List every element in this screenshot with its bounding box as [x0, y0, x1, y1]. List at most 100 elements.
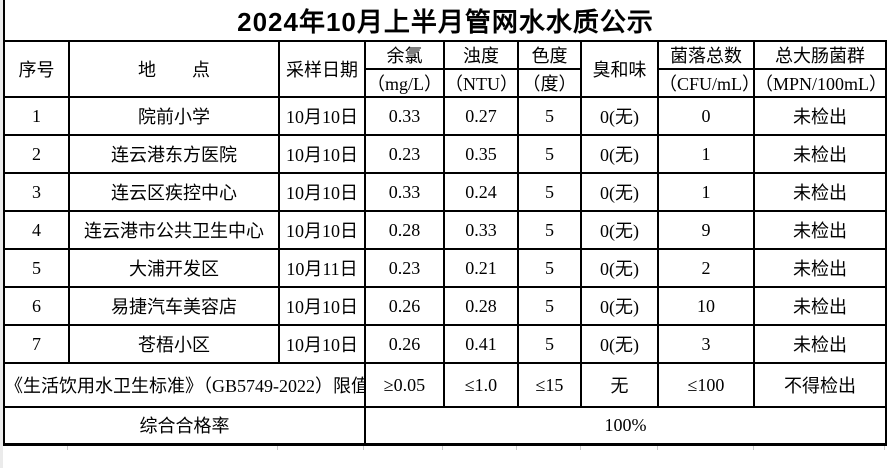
coliform-cell: 未检出 — [753, 134, 887, 174]
chlorine-cell: 0.33 — [364, 172, 445, 212]
header-seq-cell: 序号 — [3, 40, 70, 98]
coliform-cell: 未检出 — [753, 324, 887, 364]
odor-cell: 0(无) — [580, 134, 659, 174]
colony-cell: 2 — [657, 248, 755, 288]
location-cell: 苍梧小区 — [68, 324, 280, 364]
seq-cell: 6 — [3, 286, 70, 326]
header-coliform-unit-cell: （MPN/100mL） — [753, 68, 887, 98]
header-odor-cell: 臭和味 — [580, 40, 659, 98]
colony-cell: 9 — [657, 210, 755, 250]
coliform-cell: 未检出 — [753, 96, 887, 136]
header-turbidity-unit-cell: （NTU） — [443, 68, 519, 98]
chlorine-cell: 0.26 — [364, 286, 445, 326]
table-row: 7 苍梧小区 10月10日 0.26 0.41 5 0(无) 3 未检出 — [3, 324, 887, 364]
table-row: 2 连云港东方医院 10月10日 0.23 0.35 5 0(无) 1 未检出 — [3, 134, 887, 174]
color-cell: 5 — [517, 134, 582, 174]
color-cell: 5 — [517, 248, 582, 288]
standard-limits-row: 《生活饮用水卫生标准》（GB5749-2022）限值 ≥0.05 ≤1.0 ≤1… — [3, 362, 887, 408]
header-colony-unit-cell: （CFU/mL） — [657, 68, 755, 98]
header-color-cell: 色度 — [517, 40, 582, 70]
header-row-1: 序号 地 点 采样日期 余氯 浊度 色度 臭和味 菌落总数 总大肠菌群 — [3, 40, 887, 98]
seq-cell: 5 — [3, 248, 70, 288]
header-chlorine-cell: 余氯 — [364, 40, 445, 70]
header-date-cell: 采样日期 — [278, 40, 366, 98]
table-row: 4 连云港市公共卫生中心 10月10日 0.28 0.33 5 0(无) 9 未… — [3, 210, 887, 250]
colony-cell: 3 — [657, 324, 755, 364]
color-cell: 5 — [517, 172, 582, 212]
location-cell: 连云区疾控中心 — [68, 172, 280, 212]
pass-rate-row: 综合合格率 100% — [3, 406, 887, 445]
standard-limits-label: 《生活饮用水卫生标准》（GB5749-2022）限值 — [3, 362, 366, 408]
odor-cell: 0(无) — [580, 286, 659, 326]
limit-chlorine-cell: ≥0.05 — [364, 362, 445, 408]
pass-rate-value: 100% — [364, 406, 887, 445]
header-turbidity-cell: 浊度 — [443, 40, 519, 70]
odor-cell: 0(无) — [580, 324, 659, 364]
date-cell: 10月11日 — [278, 248, 366, 288]
limit-coliform-cell: 不得检出 — [753, 362, 887, 408]
header-coliform-cell: 总大肠菌群 — [753, 40, 887, 70]
colony-cell: 1 — [657, 134, 755, 174]
odor-cell: 0(无) — [580, 248, 659, 288]
coliform-cell: 未检出 — [753, 286, 887, 326]
odor-cell: 0(无) — [580, 210, 659, 250]
limit-color-cell: ≤15 — [517, 362, 582, 408]
limit-turbidity-cell: ≤1.0 — [443, 362, 519, 408]
turbidity-cell: 0.28 — [443, 286, 519, 326]
pass-rate-label: 综合合格率 — [3, 406, 366, 445]
header-colony-cell: 菌落总数 — [657, 40, 755, 70]
date-cell: 10月10日 — [278, 286, 366, 326]
seq-cell: 4 — [3, 210, 70, 250]
coliform-cell: 未检出 — [753, 210, 887, 250]
table-row: 6 易捷汽车美容店 10月10日 0.26 0.28 5 0(无) 10 未检出 — [3, 286, 887, 326]
chlorine-cell: 0.26 — [364, 324, 445, 364]
colony-cell: 1 — [657, 172, 755, 212]
turbidity-cell: 0.21 — [443, 248, 519, 288]
color-cell: 5 — [517, 286, 582, 326]
table-row: 1 院前小学 10月10日 0.33 0.27 5 0(无) 0 未检出 — [3, 96, 887, 136]
coliform-cell: 未检出 — [753, 172, 887, 212]
seq-cell: 7 — [3, 324, 70, 364]
header-chlorine-unit-cell: （mg/L） — [364, 68, 445, 98]
chlorine-cell: 0.23 — [364, 248, 445, 288]
color-cell: 5 — [517, 210, 582, 250]
turbidity-cell: 0.41 — [443, 324, 519, 364]
seq-cell: 2 — [3, 134, 70, 174]
date-cell: 10月10日 — [278, 210, 366, 250]
table-row: 5 大浦开发区 10月11日 0.23 0.21 5 0(无) 2 未检出 — [3, 248, 887, 288]
turbidity-cell: 0.33 — [443, 210, 519, 250]
location-cell: 院前小学 — [68, 96, 280, 136]
colony-cell: 0 — [657, 96, 755, 136]
location-cell: 连云港市公共卫生中心 — [68, 210, 280, 250]
coliform-cell: 未检出 — [753, 248, 887, 288]
color-cell: 5 — [517, 96, 582, 136]
gridline-stubs — [3, 445, 885, 451]
water-quality-table: 序号 地 点 采样日期 余氯 浊度 色度 臭和味 菌落总数 总大肠菌群 （mg/… — [3, 40, 887, 446]
table-row: 3 连云区疾控中心 10月10日 0.33 0.24 5 0(无) 1 未检出 — [3, 172, 887, 212]
chlorine-cell: 0.28 — [364, 210, 445, 250]
seq-cell: 3 — [3, 172, 70, 212]
location-cell: 连云港东方医院 — [68, 134, 280, 174]
date-cell: 10月10日 — [278, 324, 366, 364]
chlorine-cell: 0.33 — [364, 96, 445, 136]
left-edge-gridline — [0, 0, 3, 468]
turbidity-cell: 0.24 — [443, 172, 519, 212]
limit-colony-cell: ≤100 — [657, 362, 755, 408]
header-location-cell: 地 点 — [68, 40, 280, 98]
header-color-unit-cell: （度） — [517, 68, 582, 98]
location-cell: 易捷汽车美容店 — [68, 286, 280, 326]
date-cell: 10月10日 — [278, 96, 366, 136]
chlorine-cell: 0.23 — [364, 134, 445, 174]
turbidity-cell: 0.27 — [443, 96, 519, 136]
limit-odor-cell: 无 — [580, 362, 659, 408]
odor-cell: 0(无) — [580, 172, 659, 212]
header-row-2: （mg/L） （NTU） （度） （CFU/mL） （MPN/100mL） — [4, 68, 887, 98]
turbidity-cell: 0.35 — [443, 134, 519, 174]
location-cell: 大浦开发区 — [68, 248, 280, 288]
seq-cell: 1 — [3, 96, 70, 136]
odor-cell: 0(无) — [580, 96, 659, 136]
date-cell: 10月10日 — [278, 172, 366, 212]
date-cell: 10月10日 — [278, 134, 366, 174]
colony-cell: 10 — [657, 286, 755, 326]
